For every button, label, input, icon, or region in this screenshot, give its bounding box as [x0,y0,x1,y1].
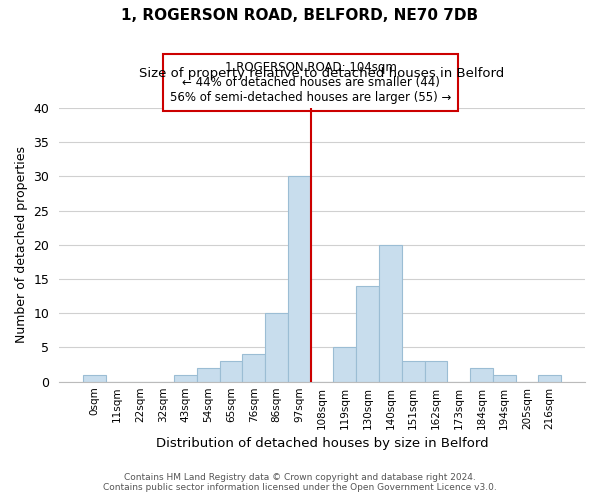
Bar [470,368,493,382]
Text: 1, ROGERSON ROAD, BELFORD, NE70 7DB: 1, ROGERSON ROAD, BELFORD, NE70 7DB [121,8,479,22]
X-axis label: Distribution of detached houses by size in Belford: Distribution of detached houses by size … [156,437,488,450]
Bar [197,368,220,382]
Bar [174,375,197,382]
Bar [356,286,379,382]
Bar [379,244,402,382]
Bar [288,176,311,382]
Title: Size of property relative to detached houses in Belford: Size of property relative to detached ho… [139,68,505,80]
Bar [334,348,356,382]
Text: Contains HM Land Registry data © Crown copyright and database right 2024.
Contai: Contains HM Land Registry data © Crown c… [103,473,497,492]
Text: 1 ROGERSON ROAD: 104sqm
← 44% of detached houses are smaller (44)
56% of semi-de: 1 ROGERSON ROAD: 104sqm ← 44% of detache… [170,62,451,104]
Bar [402,361,425,382]
Bar [493,375,515,382]
Bar [83,375,106,382]
Bar [220,361,242,382]
Bar [425,361,447,382]
Y-axis label: Number of detached properties: Number of detached properties [15,146,28,343]
Bar [242,354,265,382]
Bar [265,313,288,382]
Bar [538,375,561,382]
